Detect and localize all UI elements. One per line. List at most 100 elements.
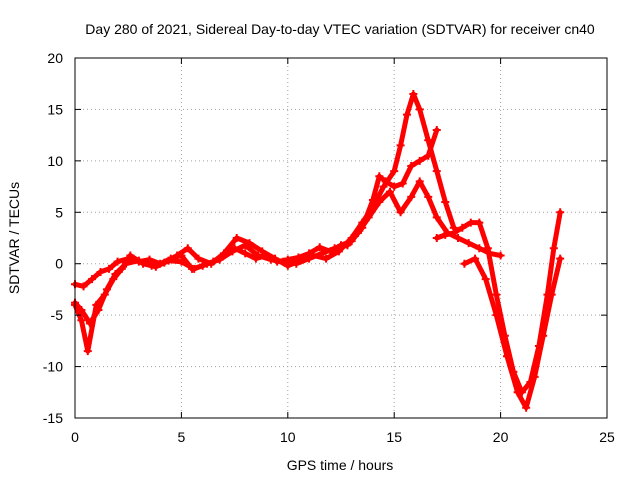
data-point	[547, 290, 556, 299]
x-tick-label: 0	[71, 429, 79, 445]
data-point	[483, 244, 492, 253]
plot-frame	[74, 57, 608, 419]
y-tick-label: 0	[55, 256, 63, 272]
axis-ticks: 0 5 10 15 20 25 -15 -10 -5 0 5 10 15 20	[43, 50, 615, 445]
data-point	[460, 259, 469, 268]
data-point	[415, 156, 424, 165]
data-point	[449, 228, 458, 237]
data-point	[424, 192, 433, 201]
data-point	[454, 234, 463, 242]
x-tick-label: 25	[599, 429, 615, 445]
data-point	[305, 254, 314, 263]
y-tick-label: 5	[55, 204, 63, 220]
data-point	[279, 257, 288, 266]
data-point	[202, 259, 211, 268]
y-tick-label: 20	[47, 50, 63, 66]
data-point	[232, 234, 241, 242]
data-point	[492, 290, 501, 299]
data-point	[113, 257, 122, 266]
data-point	[471, 254, 480, 263]
data-point	[396, 208, 405, 217]
data-point	[496, 251, 505, 260]
data-point	[109, 275, 118, 284]
data-point	[549, 244, 558, 253]
data-point	[164, 256, 173, 265]
data-point	[458, 223, 467, 232]
data-point	[539, 331, 548, 340]
data-point	[258, 247, 267, 256]
data-point	[432, 126, 441, 134]
data-point	[432, 213, 441, 222]
data-point	[407, 192, 416, 201]
data-point	[139, 259, 148, 268]
data-point	[83, 347, 92, 356]
data-point	[502, 352, 511, 361]
data-point	[513, 388, 522, 397]
data-point	[556, 208, 565, 217]
data-point	[228, 247, 237, 256]
data-point	[151, 262, 160, 271]
data-point	[88, 275, 97, 284]
series-line	[461, 256, 563, 411]
data-point	[126, 251, 135, 260]
data-point	[190, 264, 199, 273]
data-point	[432, 167, 441, 176]
data-point	[390, 167, 399, 176]
data-point	[415, 105, 424, 114]
data-point	[375, 172, 384, 181]
data-point	[92, 300, 101, 309]
data-point	[241, 241, 250, 250]
data-point	[398, 179, 407, 188]
data-point	[522, 403, 531, 412]
data-point	[322, 254, 331, 263]
data-point	[105, 264, 114, 273]
y-tick-label: 10	[47, 153, 63, 169]
grid	[75, 58, 607, 418]
data-point	[317, 249, 326, 258]
data-point	[266, 255, 275, 264]
x-tick-label: 15	[386, 429, 402, 445]
data-point	[481, 275, 490, 284]
data-point	[292, 259, 301, 268]
x-tick-label: 5	[178, 429, 186, 445]
plot-area	[71, 90, 565, 412]
y-tick-label: -5	[51, 307, 64, 323]
data-point	[402, 110, 411, 119]
data-point	[100, 290, 109, 299]
x-tick-label: 20	[493, 429, 509, 445]
data-point	[379, 182, 388, 191]
data-point	[354, 228, 363, 237]
series-track-3	[71, 177, 505, 356]
data-point	[432, 234, 441, 242]
data-point	[396, 141, 405, 150]
data-point	[530, 372, 539, 381]
series-line	[434, 209, 563, 395]
y-axis-label: SDTVAR / TECUs	[6, 182, 22, 294]
data-point	[464, 239, 473, 248]
data-point	[330, 244, 339, 253]
data-point	[466, 218, 475, 227]
x-axis-label: GPS time / hours	[287, 457, 394, 473]
chart-title: Day 280 of 2021, Sidereal Day-to-day VTE…	[85, 21, 595, 37]
data-point	[475, 244, 484, 253]
data-point	[117, 264, 126, 273]
series-track-5	[460, 254, 565, 412]
data-point	[375, 198, 384, 206]
data-point	[194, 254, 203, 263]
data-point	[415, 177, 424, 186]
y-tick-label: -15	[43, 410, 63, 426]
data-point	[241, 249, 250, 258]
data-point	[364, 213, 373, 222]
data-point	[390, 182, 399, 191]
data-point	[407, 162, 416, 170]
data-point	[173, 251, 182, 260]
data-point	[177, 257, 186, 266]
data-point	[77, 316, 86, 325]
data-point	[492, 311, 501, 320]
series-line	[72, 178, 504, 354]
y-tick-label: -10	[43, 359, 63, 375]
series-track-4	[432, 208, 565, 397]
data-point	[96, 267, 105, 276]
